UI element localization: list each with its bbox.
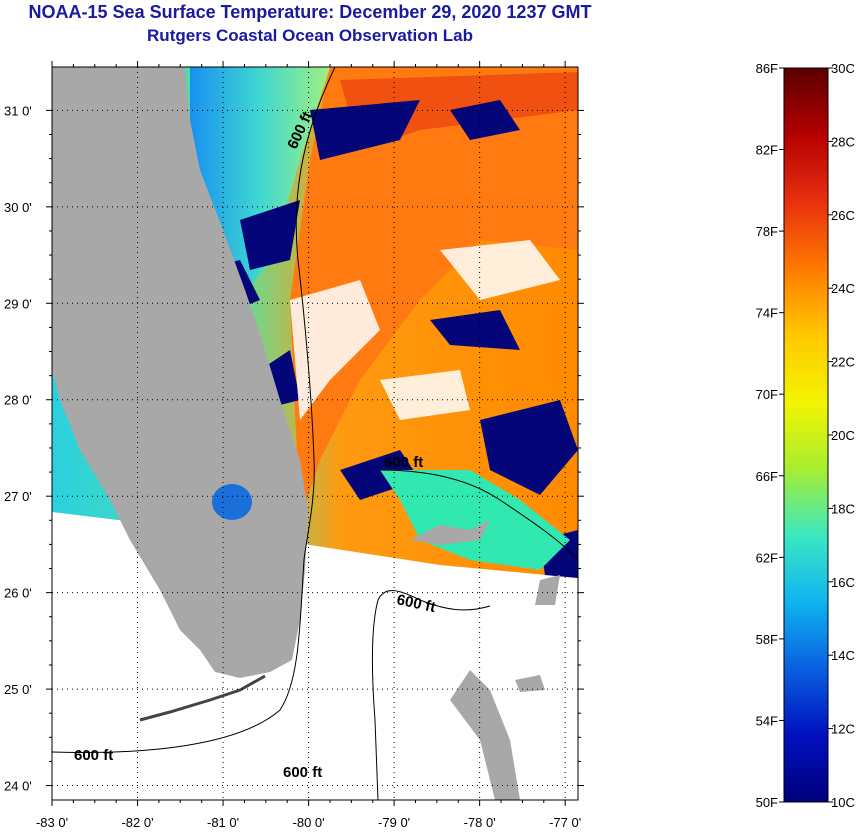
colorbar-fahrenheit-labels: 86F 82F 78F 74F 70F 66F 62F 58F 54F 50F <box>756 61 784 810</box>
florida-keys <box>139 674 266 722</box>
bahamas-land <box>410 520 560 800</box>
map-title: NOAA-15 Sea Surface Temperature: Decembe… <box>28 2 592 22</box>
isobath-600ft <box>52 67 578 800</box>
colorbar-f-label: 58F <box>756 632 778 647</box>
latitude-labels: 31 0' 30 0' 29 0' 28 0' 27 0' 26 0' 25 0' 24 0' <box>4 103 32 793</box>
lon-label: -81 0' <box>207 815 239 830</box>
lon-label: -82 0' <box>121 815 153 830</box>
map-subtitle: Rutgers Coastal Ocean Observation Lab <box>147 26 473 45</box>
colorbar-f-label: 50F <box>756 795 778 810</box>
lon-label: -83 0' <box>36 815 68 830</box>
lat-label: 25 0' <box>4 682 32 697</box>
sst-gulf-stream <box>290 67 578 520</box>
colorbar-c-label: 18C <box>831 501 855 516</box>
colorbar-c-label: 28C <box>831 134 855 149</box>
lat-label: 30 0' <box>4 200 32 215</box>
cloud-speckle <box>290 240 560 420</box>
colorbar-c-label: 26C <box>831 208 855 223</box>
lon-label: -78 0' <box>464 815 496 830</box>
colorbar-f-label: 54F <box>756 713 778 728</box>
colorbar <box>783 67 829 803</box>
contour-label: 600 ft <box>384 454 423 471</box>
lon-label: -79 0' <box>378 815 410 830</box>
lat-label: 27 0' <box>4 489 32 504</box>
sst-bahamas-shelf <box>380 470 570 570</box>
lat-label: 26 0' <box>4 586 32 601</box>
graticule <box>46 61 584 806</box>
colorbar-c-label: 22C <box>831 355 855 370</box>
lon-label: -77 0' <box>549 815 581 830</box>
lat-label: 28 0' <box>4 393 32 408</box>
colorbar-f-label: 70F <box>756 387 778 402</box>
longitude-labels: -83 0' -82 0' -81 0' -80 0' -79 0' -78 0' -77 … <box>36 815 581 830</box>
colorbar-c-label: 16C <box>831 575 855 590</box>
lake-okeechobee <box>212 484 252 520</box>
map-plot-area <box>52 67 578 800</box>
colorbar-f-label: 86F <box>756 61 778 76</box>
colorbar-c-label: 12C <box>831 722 855 737</box>
colorbar-f-label: 62F <box>756 550 778 565</box>
lon-label: -80 0' <box>293 815 325 830</box>
lat-label: 29 0' <box>4 296 32 311</box>
colorbar-c-label: 24C <box>831 281 855 296</box>
colorbar-f-label: 82F <box>756 143 778 158</box>
colorbar-celsius-labels: 30C 28C 26C 24C 22C 20C 18C 16C 14C 12C 10C <box>828 61 855 810</box>
colorbar-c-label: 30C <box>831 61 855 76</box>
lat-label: 24 0' <box>4 779 32 794</box>
colorbar-f-label: 78F <box>756 224 778 239</box>
colorbar-c-label: 10C <box>831 795 855 810</box>
florida-land <box>52 67 308 678</box>
map-frame <box>51 66 579 801</box>
colorbar-c-label: 14C <box>831 648 855 663</box>
colorbar-f-label: 66F <box>756 469 778 484</box>
lat-label: 31 0' <box>4 103 32 118</box>
colorbar-f-label: 74F <box>756 306 778 321</box>
contour-label: 600 ft <box>283 764 322 781</box>
contour-label: 600 ft <box>74 747 113 764</box>
colorbar-c-label: 20C <box>831 428 855 443</box>
